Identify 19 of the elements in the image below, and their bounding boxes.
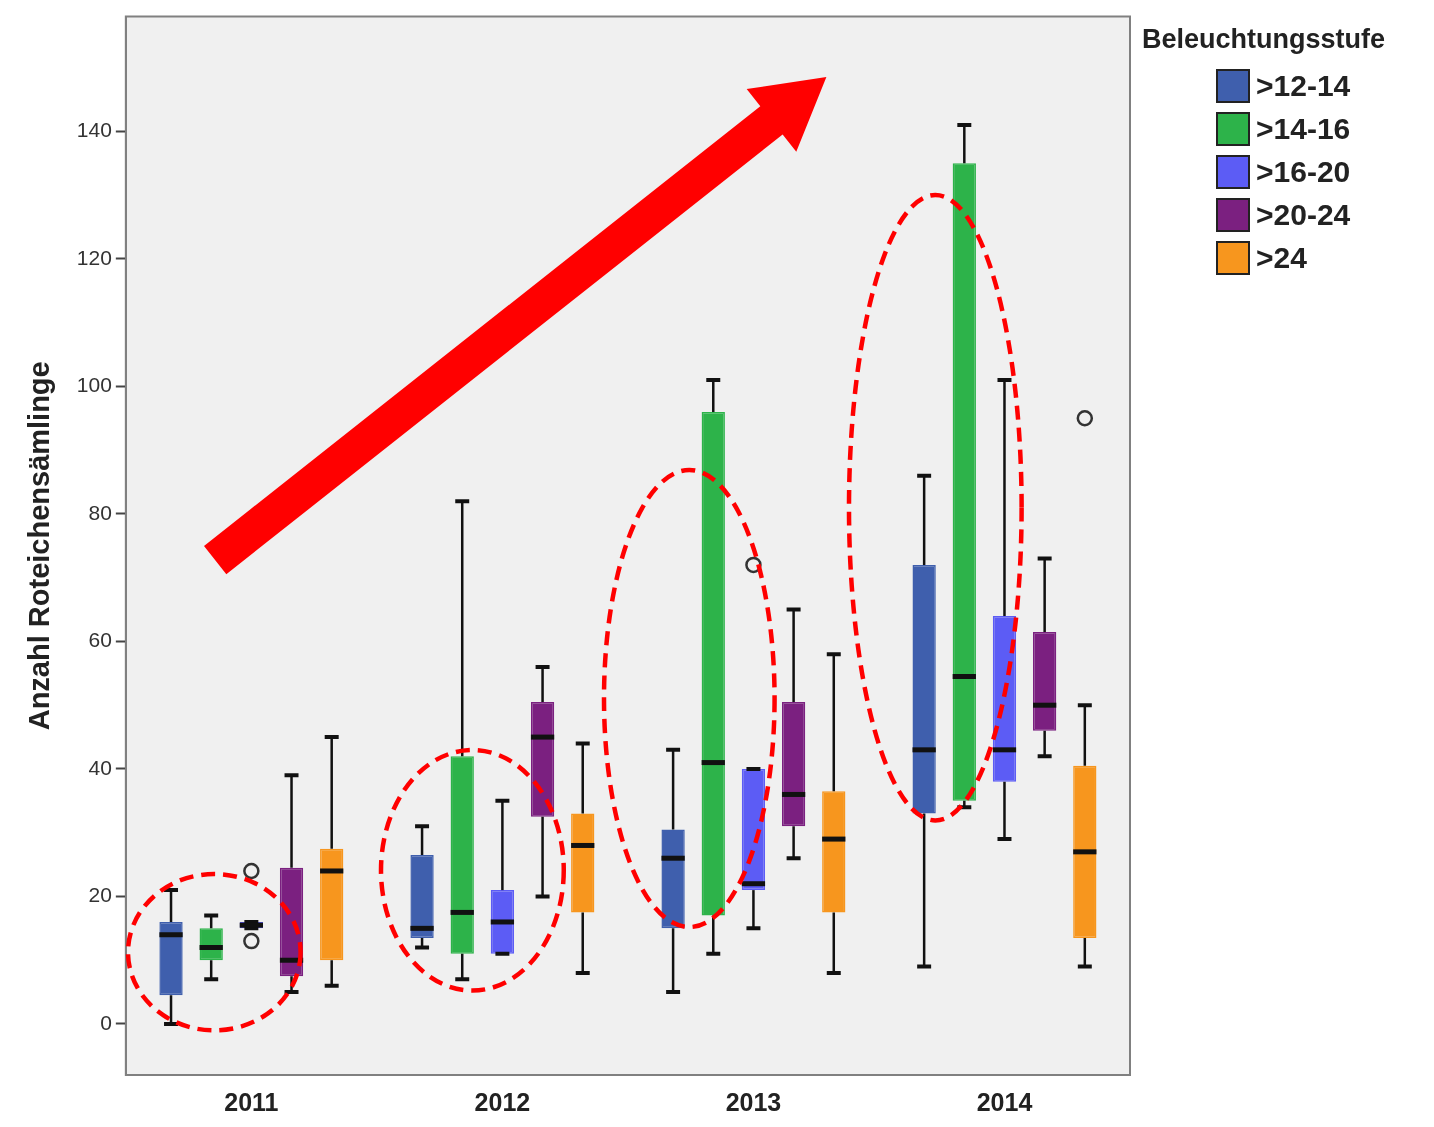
y-tick-label: 20 bbox=[88, 883, 112, 907]
y-tick-label: 100 bbox=[76, 373, 112, 397]
legend-label: >16-20 bbox=[1256, 155, 1351, 189]
legend-label: >12-14 bbox=[1256, 69, 1351, 103]
x-tick-label: 2012 bbox=[474, 1087, 531, 1116]
y-tick-label: 80 bbox=[88, 500, 112, 524]
y-tick-label: 40 bbox=[88, 755, 112, 779]
x-tick-label: 2013 bbox=[725, 1087, 782, 1116]
legend-title: Beleuchtungsstufe bbox=[1142, 24, 1386, 55]
y-tick-label: 120 bbox=[76, 245, 112, 269]
legend-label: >20-24 bbox=[1256, 198, 1351, 232]
y-tick-label: 0 bbox=[100, 1010, 112, 1034]
legend-label: >14-16 bbox=[1256, 112, 1351, 146]
y-axis-title: Anzahl Roteichensämlinge bbox=[23, 361, 56, 731]
x-tick-label: 2014 bbox=[976, 1087, 1033, 1116]
legend-label: >24 bbox=[1256, 241, 1307, 275]
y-tick-label: 60 bbox=[88, 628, 112, 652]
x-tick-label: 2011 bbox=[224, 1087, 279, 1116]
y-tick-label: 140 bbox=[76, 118, 112, 142]
